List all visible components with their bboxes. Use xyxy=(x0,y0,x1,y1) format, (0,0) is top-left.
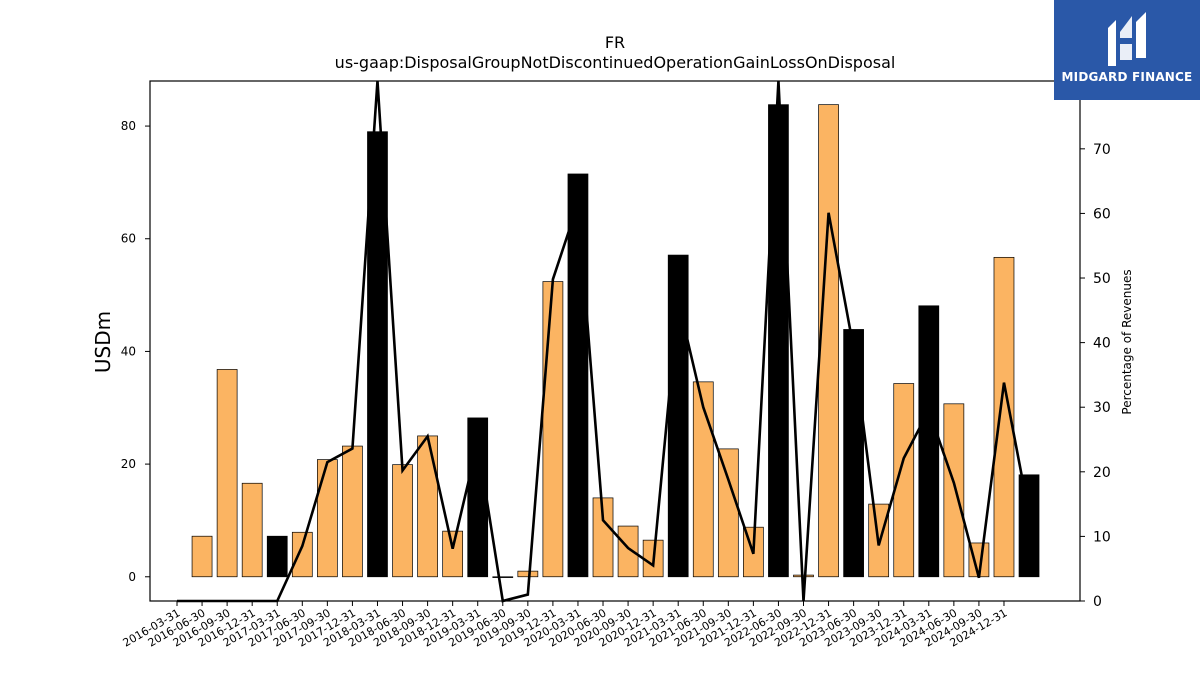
chart-subtitle: us-gaap:DisposalGroupNotDiscontinuedOper… xyxy=(335,53,896,72)
bar-26 xyxy=(818,104,839,578)
y-right-tick-label: 60 xyxy=(1093,206,1111,222)
chart-title: FR xyxy=(605,33,625,52)
y-right-tick-label: 10 xyxy=(1093,529,1111,545)
plot-frame xyxy=(149,80,1081,602)
bar-12 xyxy=(467,417,489,578)
bar-33 xyxy=(993,256,1015,578)
bar-22 xyxy=(717,448,739,578)
y-right-tick-label: 30 xyxy=(1093,400,1111,416)
y-right-tick-label: 0 xyxy=(1093,594,1102,610)
y-right-tick-label: 50 xyxy=(1093,271,1111,287)
bar-1 xyxy=(191,535,213,578)
bar-29 xyxy=(893,383,915,578)
bar-34 xyxy=(1018,474,1040,578)
y-tick-label: 80 xyxy=(121,119,136,133)
bar-27 xyxy=(843,329,864,578)
bar-18 xyxy=(617,525,639,578)
bar-11 xyxy=(442,530,464,578)
bar-13 xyxy=(492,576,514,578)
brand-logo: MIDGARD FINANCE xyxy=(1054,0,1200,100)
x-axis: 2016-03-312016-06-302016-09-302016-12-31… xyxy=(121,601,1009,650)
y-right-tick-label: 40 xyxy=(1093,336,1111,352)
bar-3 xyxy=(241,482,263,578)
y-axis-label: USDm xyxy=(91,311,115,373)
revenue-percentage-line xyxy=(177,80,1031,603)
bar-7 xyxy=(342,445,363,578)
right-axis: 0 10 20 30 40 50 60 70 xyxy=(1080,142,1111,610)
y-tick-label: 60 xyxy=(121,232,136,246)
bars-layer xyxy=(191,104,1040,578)
bar-8 xyxy=(367,131,388,578)
line-layer xyxy=(177,80,1031,603)
bar-14 xyxy=(517,570,539,578)
bar-17 xyxy=(592,497,614,578)
bar-4 xyxy=(266,535,288,578)
y-tick-label: 0 xyxy=(128,570,136,584)
bar-6 xyxy=(317,459,338,578)
y-right-tick-label: 70 xyxy=(1093,142,1111,158)
bar-10 xyxy=(417,435,438,578)
bar-5 xyxy=(291,531,313,578)
bar-2 xyxy=(216,369,238,578)
midgard-logo-icon xyxy=(1108,12,1146,66)
bar-15 xyxy=(542,281,564,578)
left-axis: 0 20 40 60 80 xyxy=(121,119,150,584)
bar-21 xyxy=(692,381,714,578)
y-axis-right-label: Percentage of Revenues xyxy=(1120,269,1134,414)
brand-logo-text: MIDGARD FINANCE xyxy=(1061,70,1193,84)
bar-9 xyxy=(392,464,413,578)
y-right-tick-label: 20 xyxy=(1093,465,1111,481)
bar-30 xyxy=(918,305,940,578)
bar-24 xyxy=(768,104,789,578)
bar-16 xyxy=(567,173,589,578)
y-tick-label: 20 xyxy=(121,457,136,471)
bar-31 xyxy=(943,403,965,578)
y-tick-label: 40 xyxy=(121,344,136,358)
